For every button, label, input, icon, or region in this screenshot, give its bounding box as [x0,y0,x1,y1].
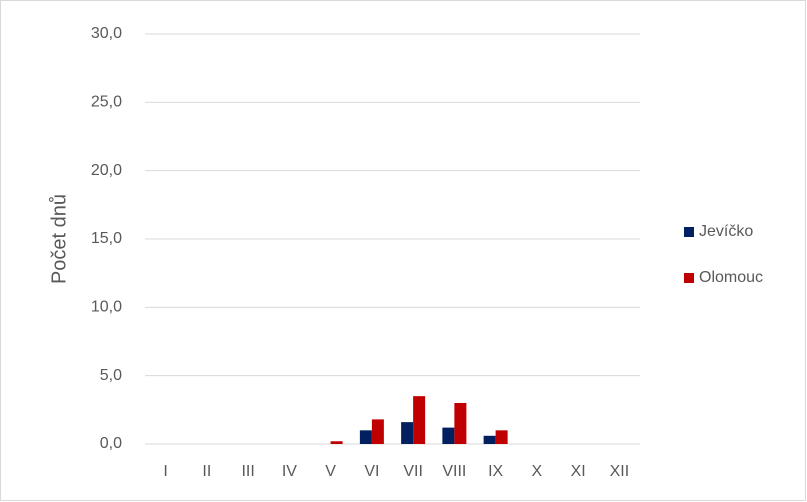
x-tick-label: II [202,463,211,480]
bar [442,427,455,444]
bar [495,430,508,444]
bar [483,435,496,444]
x-tick-label: XI [571,463,586,480]
x-tick-label: IV [282,463,297,480]
y-tick-label: 15,0 [91,230,122,247]
bar [454,403,467,444]
legend-label: Jevíčko [699,223,753,240]
legend-swatch [684,273,694,283]
x-tick-label: V [325,463,336,480]
y-tick-label: 25,0 [91,94,122,111]
y-tick-label: 5,0 [100,367,122,384]
bar [413,396,426,444]
x-tick-label: VII [403,463,423,480]
x-tick-label: I [163,463,167,480]
bar [330,441,343,444]
bar [359,430,372,444]
y-tick-label: 10,0 [91,299,122,316]
x-tick-label: VIII [442,463,466,480]
y-tick-label: 0,0 [100,435,122,452]
x-tick-label: XII [610,463,630,480]
x-tick-label: VI [364,463,379,480]
legend-label: Olomouc [699,269,763,286]
y-tick-label: 20,0 [91,162,122,179]
y-tick-label: 30,0 [91,25,122,42]
y-axis-title: Počet dnů [48,194,70,284]
x-tick-label: III [241,463,254,480]
legend-swatch [684,227,694,237]
bar [371,419,384,444]
x-tick-label: X [532,463,543,480]
bar [401,422,414,444]
x-tick-label: IX [488,463,503,480]
